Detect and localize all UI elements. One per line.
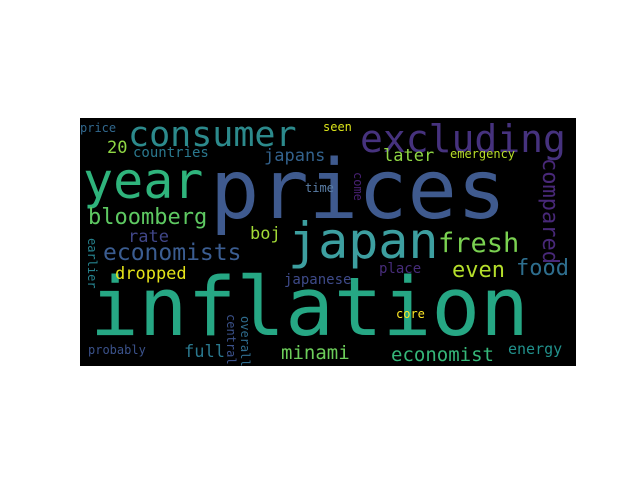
word-boj: boj [250, 224, 281, 244]
word-probably: probably [88, 343, 146, 357]
word-consumer: consumer [128, 118, 297, 155]
word-year: year [83, 152, 204, 210]
word-earlier: earlier [85, 238, 99, 289]
word-food: food [516, 256, 569, 281]
word-central: central [224, 314, 238, 365]
word-come: come [351, 172, 365, 201]
word-energy: energy [508, 340, 563, 358]
word-core: core [396, 307, 425, 321]
word-prices: prices [210, 143, 507, 238]
word-later: later [383, 146, 435, 166]
word-japanese: japanese [284, 272, 352, 288]
word-seen: seen [323, 120, 352, 134]
word-dropped: dropped [115, 264, 187, 284]
word-emergency: emergency [450, 147, 516, 161]
word-cloud: inflation prices year japan excluding co… [80, 118, 576, 366]
word-inflation: inflation [90, 261, 529, 355]
word-compared: compared [537, 158, 562, 264]
word-rate: rate [128, 227, 169, 247]
word-overall: overall [238, 316, 252, 366]
word-place: place [379, 261, 422, 277]
word-bloomberg: bloomberg [88, 205, 208, 230]
word-japan: japan [288, 212, 439, 270]
word-full: full [184, 342, 225, 362]
word-price: price [80, 121, 117, 135]
word-countries: countries [133, 145, 209, 161]
word-even: even [452, 258, 505, 283]
word-fresh: fresh [438, 228, 520, 259]
word-excluding: excluding [360, 118, 566, 161]
word-japans: japans [264, 146, 326, 166]
word-minami: minami [281, 342, 350, 364]
word-twenty: 20 [107, 138, 128, 158]
word-time: time [305, 181, 334, 195]
word-economists: economists [103, 240, 242, 266]
word-economist: economist [391, 344, 494, 366]
